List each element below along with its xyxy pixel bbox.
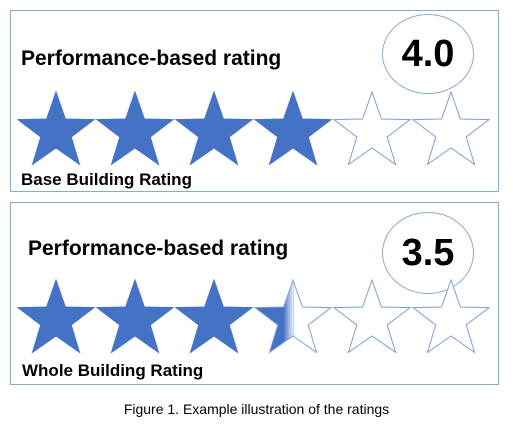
panel-caption: Whole Building Rating xyxy=(22,361,204,380)
star-filled-icon xyxy=(253,91,333,166)
star-filled-icon xyxy=(174,91,254,166)
score-badge: 4.0 xyxy=(382,14,474,94)
figure-caption: Figure 1. Example illustration of the ra… xyxy=(123,401,390,417)
star-filled-icon xyxy=(17,91,96,166)
panel-caption: Base Building Rating xyxy=(21,170,192,189)
star-rating xyxy=(17,279,491,354)
star-empty-icon xyxy=(332,91,412,166)
star-filled-icon xyxy=(95,279,175,354)
panel-title: Performance-based rating xyxy=(21,47,282,70)
star-empty-icon xyxy=(411,91,491,166)
star-empty-icon xyxy=(411,279,491,354)
star-empty-icon xyxy=(332,279,412,354)
star-half-icon xyxy=(253,279,333,354)
star-filled-icon xyxy=(174,279,254,354)
star-rating xyxy=(17,91,491,166)
star-filled-icon xyxy=(95,91,175,166)
panel-title: Performance-based rating xyxy=(28,237,289,260)
whole-building-panel: Performance-based rating 3.5 Whole Build… xyxy=(10,202,499,385)
score-badge: 3.5 xyxy=(382,212,474,294)
base-building-panel: Performance-based rating 4.0 Base Buildi… xyxy=(10,10,499,192)
star-filled-icon xyxy=(17,279,96,354)
